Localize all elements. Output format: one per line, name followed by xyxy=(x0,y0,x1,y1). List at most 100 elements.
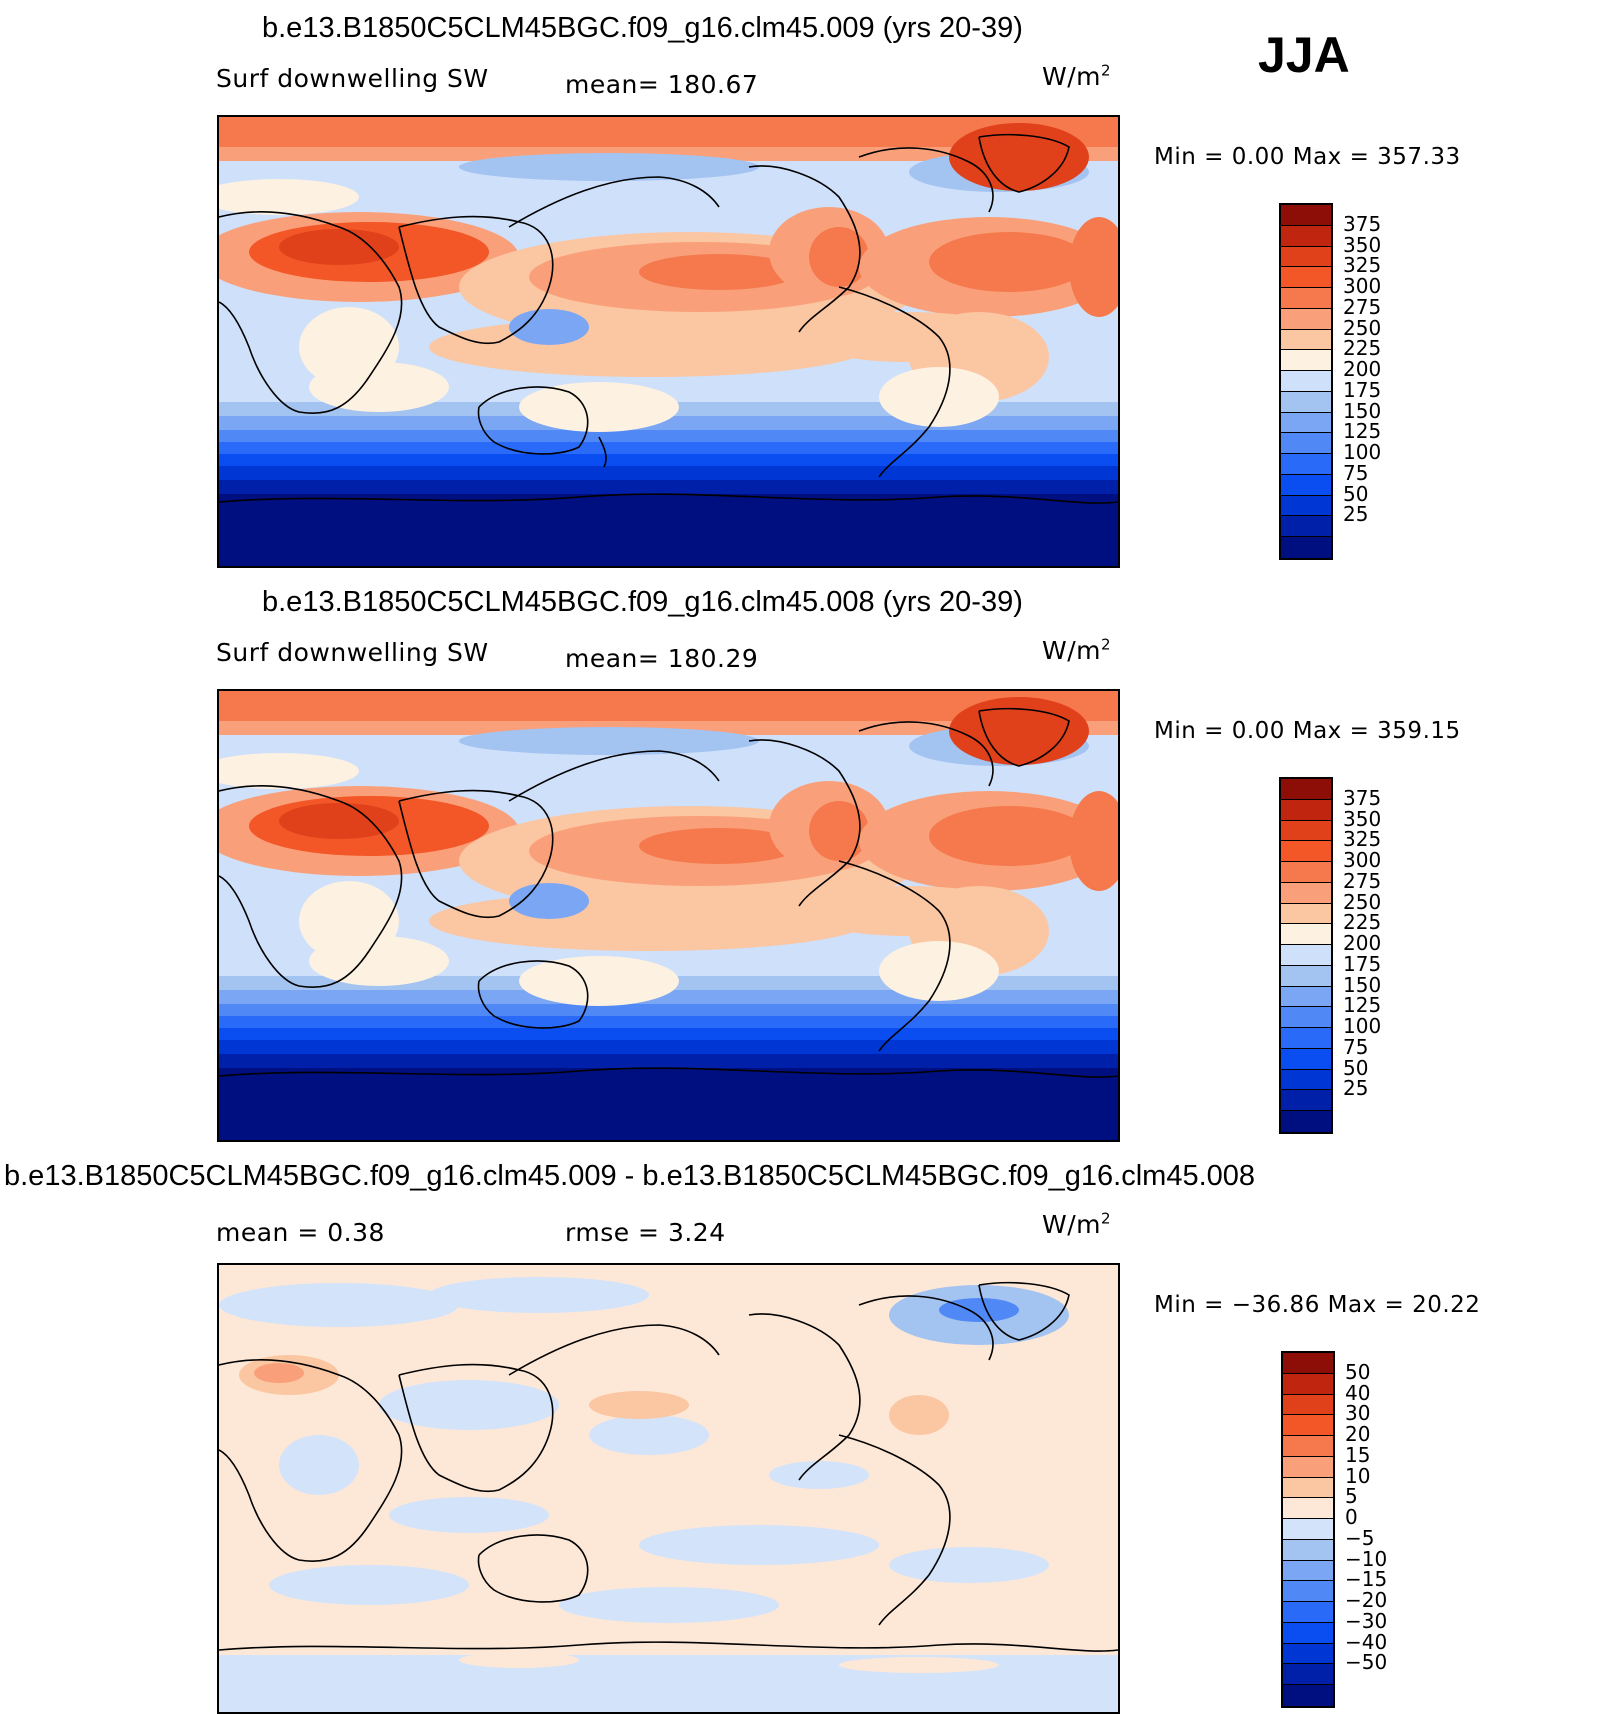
panel-1-variable-label: Surf downwelling SW xyxy=(216,64,489,93)
panel-1-units: W/m2 xyxy=(1042,61,1112,91)
colorbar-tick-label: 375 xyxy=(1343,785,1382,810)
colorbar-tick-label: 125 xyxy=(1343,419,1382,444)
colorbar-segment xyxy=(1281,246,1331,268)
colorbar-segment xyxy=(1281,350,1331,371)
colorbar-tick-label: 150 xyxy=(1343,398,1382,423)
colorbar-tick-label: 50 xyxy=(1345,1359,1371,1384)
colorbar-tick-label: 250 xyxy=(1343,889,1382,914)
colorbar-segment xyxy=(1283,1622,1333,1644)
colorbar-segment xyxy=(1281,454,1331,475)
panel-3-units: W/m2 xyxy=(1042,1209,1112,1239)
colorbar-segment xyxy=(1281,205,1331,226)
colorbar-tick-label: −10 xyxy=(1345,1546,1388,1571)
panel-1-colorbar xyxy=(1279,203,1333,560)
colorbar-tick-label: 150 xyxy=(1343,972,1382,997)
panel-3-title: b.e13.B1850C5CLM45BGC.f09_g16.clm45.009 … xyxy=(4,1160,1256,1192)
panel-3-map xyxy=(217,1263,1120,1714)
colorbar-segment xyxy=(1283,1477,1333,1499)
colorbar-tick-label: 175 xyxy=(1343,377,1382,402)
colorbar-tick-label: 0 xyxy=(1345,1505,1358,1530)
colorbar-tick-label: 75 xyxy=(1343,460,1369,485)
colorbar-segment xyxy=(1281,945,1331,966)
colorbar-tick-label: 100 xyxy=(1343,1014,1382,1039)
colorbar-segment xyxy=(1281,965,1331,987)
colorbar-segment xyxy=(1281,986,1331,1008)
colorbar-segment xyxy=(1281,1028,1331,1049)
colorbar-segment xyxy=(1281,329,1331,351)
panel-2-title: b.e13.B1850C5CLM45BGC.f09_g16.clm45.008 … xyxy=(262,586,1023,618)
colorbar-segment xyxy=(1281,799,1331,821)
colorbar-segment xyxy=(1281,862,1331,883)
panel-2-mean-label: mean= 180.29 xyxy=(565,644,759,673)
colorbar-segment xyxy=(1281,1111,1331,1132)
colorbar-segment xyxy=(1281,1007,1331,1028)
colorbar-tick-label: 30 xyxy=(1345,1401,1371,1426)
colorbar-tick-label: 200 xyxy=(1343,931,1382,956)
colorbar-segment xyxy=(1281,924,1331,945)
colorbar-tick-label: −40 xyxy=(1345,1629,1388,1654)
panel-3-colorbar xyxy=(1281,1351,1335,1708)
panel-2-units: W/m2 xyxy=(1042,635,1112,665)
colorbar-segment xyxy=(1281,516,1331,537)
panel-3-rmse-label: rmse = 3.24 xyxy=(565,1218,726,1247)
colorbar-tick-label: 350 xyxy=(1343,232,1382,257)
colorbar-tick-label: 75 xyxy=(1343,1034,1369,1059)
colorbar-tick-label: 300 xyxy=(1343,848,1382,873)
colorbar-segment xyxy=(1283,1581,1333,1602)
colorbar-tick-label: 100 xyxy=(1343,440,1382,465)
colorbar-tick-label: 5 xyxy=(1345,1484,1358,1509)
colorbar-segment xyxy=(1283,1539,1333,1561)
panel-2-minmax: Min = 0.00 Max = 359.15 xyxy=(1154,718,1461,744)
colorbar-tick-label: 225 xyxy=(1343,336,1382,361)
colorbar-tick-label: 10 xyxy=(1345,1463,1371,1488)
colorbar-segment xyxy=(1281,391,1331,413)
colorbar-tick-label: −5 xyxy=(1345,1525,1375,1550)
colorbar-segment xyxy=(1281,882,1331,904)
colorbar-segment xyxy=(1283,1415,1333,1436)
colorbar-tick-label: 250 xyxy=(1343,315,1382,340)
colorbar-segment xyxy=(1283,1519,1333,1540)
panel-1-map xyxy=(217,115,1120,568)
colorbar-segment xyxy=(1281,537,1331,558)
colorbar-tick-label: −15 xyxy=(1345,1567,1388,1592)
colorbar-segment xyxy=(1281,779,1331,800)
colorbar-segment xyxy=(1283,1602,1333,1623)
colorbar-tick-label: 40 xyxy=(1345,1380,1371,1405)
colorbar-segment xyxy=(1283,1664,1333,1685)
colorbar-tick-label: 275 xyxy=(1343,294,1382,319)
colorbar-segment xyxy=(1281,903,1331,925)
colorbar-tick-label: 350 xyxy=(1343,806,1382,831)
colorbar-segment xyxy=(1281,412,1331,434)
colorbar-segment xyxy=(1281,225,1331,247)
colorbar-segment xyxy=(1281,1090,1331,1111)
colorbar-tick-label: 50 xyxy=(1343,481,1369,506)
panel-2-colorbar xyxy=(1279,777,1333,1134)
colorbar-tick-label: 25 xyxy=(1343,502,1369,527)
panel-2-variable-label: Surf downwelling SW xyxy=(216,638,489,667)
season-label: JJA xyxy=(1258,27,1350,83)
colorbar-segment xyxy=(1283,1353,1333,1374)
colorbar-segment xyxy=(1281,841,1331,862)
colorbar-tick-label: 175 xyxy=(1343,951,1382,976)
colorbar-tick-label: 20 xyxy=(1345,1422,1371,1447)
colorbar-tick-label: 225 xyxy=(1343,910,1382,935)
panel-1-minmax: Min = 0.00 Max = 357.33 xyxy=(1154,144,1461,170)
colorbar-segment xyxy=(1281,371,1331,392)
colorbar-segment xyxy=(1281,1048,1331,1070)
colorbar-segment xyxy=(1283,1373,1333,1395)
panel-2-map xyxy=(217,689,1120,1142)
colorbar-tick-label: 325 xyxy=(1343,827,1382,852)
colorbar-segment xyxy=(1281,433,1331,454)
colorbar-tick-label: −30 xyxy=(1345,1608,1388,1633)
colorbar-segment xyxy=(1283,1394,1333,1416)
colorbar-segment xyxy=(1281,820,1331,842)
colorbar-tick-label: −50 xyxy=(1345,1650,1388,1675)
colorbar-tick-label: 325 xyxy=(1343,253,1382,278)
colorbar-tick-label: 375 xyxy=(1343,211,1382,236)
colorbar-segment xyxy=(1283,1498,1333,1519)
colorbar-tick-label: 275 xyxy=(1343,868,1382,893)
colorbar-segment xyxy=(1281,474,1331,496)
panel-1-title: b.e13.B1850C5CLM45BGC.f09_g16.clm45.009 … xyxy=(262,12,1023,44)
colorbar-segment xyxy=(1283,1456,1333,1478)
colorbar-tick-label: −20 xyxy=(1345,1588,1388,1613)
